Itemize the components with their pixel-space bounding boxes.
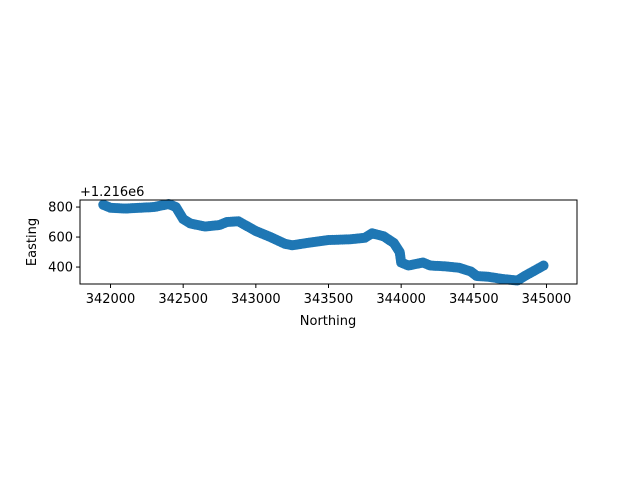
x-tick-label: 345000 <box>522 292 572 307</box>
y-axis: 400 600 800 <box>48 201 80 276</box>
x-tick-label: 342500 <box>158 292 208 307</box>
x-axis-label: Northing <box>300 314 356 329</box>
x-tick-label: 342000 <box>86 292 136 307</box>
y-tick-label: 600 <box>48 231 73 246</box>
y-tick-label: 400 <box>48 261 73 276</box>
y-tick-label: 800 <box>48 201 73 216</box>
y-axis-label: Easting <box>25 218 40 266</box>
x-axis: 342000 342500 343000 343500 344000 344500 3450… <box>86 284 572 307</box>
x-tick-label: 343000 <box>231 292 281 307</box>
x-tick-label: 344500 <box>449 292 499 307</box>
x-tick-label: 343500 <box>304 292 354 307</box>
data-point <box>538 260 549 271</box>
x-tick-label: 344000 <box>376 292 426 307</box>
y-offset-text: +1.216e6 <box>80 185 144 200</box>
data-points <box>98 199 549 286</box>
